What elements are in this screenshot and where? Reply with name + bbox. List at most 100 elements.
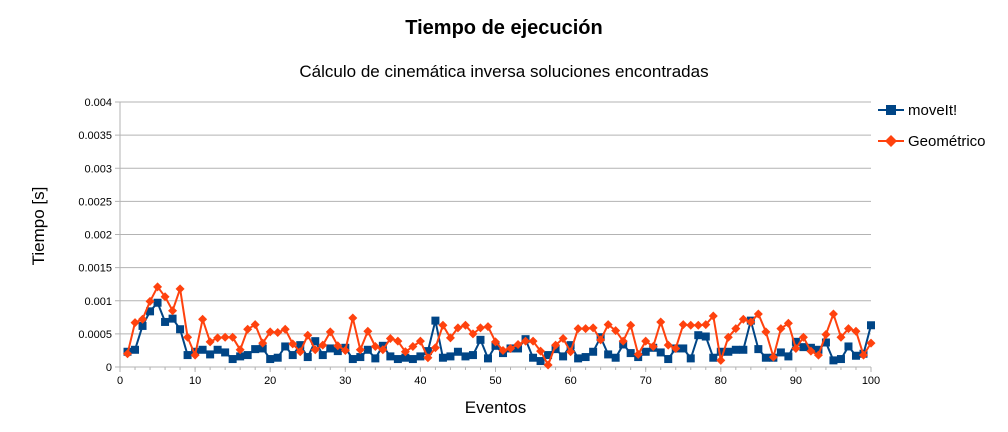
data-point-geometrico bbox=[746, 317, 756, 327]
data-point-geometrico bbox=[423, 353, 433, 363]
data-point-moveit bbox=[709, 353, 718, 362]
data-point-moveit bbox=[574, 354, 583, 363]
legend-swatch-geometrico bbox=[878, 135, 904, 147]
data-point-moveit bbox=[559, 352, 568, 361]
data-point-geometrico bbox=[858, 350, 868, 360]
data-point-moveit bbox=[844, 342, 853, 351]
x-tick-label: 70 bbox=[640, 375, 652, 387]
data-point-geometrico bbox=[528, 336, 538, 346]
data-point-moveit bbox=[273, 353, 282, 362]
data-point-geometrico bbox=[453, 323, 463, 333]
data-point-moveit bbox=[311, 337, 320, 346]
data-point-geometrico bbox=[303, 330, 313, 340]
data-point-moveit bbox=[371, 354, 380, 363]
y-tick-label: 0.002 bbox=[84, 230, 112, 242]
data-point-geometrico bbox=[761, 327, 771, 337]
data-point-moveit bbox=[453, 347, 462, 356]
data-point-geometrico bbox=[588, 323, 598, 333]
y-tick-label: 0.0015 bbox=[78, 263, 112, 275]
data-point-moveit bbox=[679, 344, 688, 353]
data-point-geometrico bbox=[378, 345, 388, 355]
x-tick-label: 30 bbox=[339, 375, 351, 387]
data-point-moveit bbox=[213, 345, 222, 354]
data-point-moveit bbox=[716, 347, 725, 356]
data-point-moveit bbox=[423, 347, 432, 356]
data-point-geometrico bbox=[836, 332, 846, 342]
data-point-geometrico bbox=[693, 320, 703, 330]
data-point-geometrico bbox=[656, 317, 666, 327]
data-point-moveit bbox=[363, 345, 372, 354]
y-tick-label: 0.004 bbox=[84, 97, 112, 109]
x-tick-label: 50 bbox=[489, 375, 501, 387]
data-point-moveit bbox=[739, 345, 748, 354]
legend: moveIt! Geométrico bbox=[878, 100, 986, 151]
data-point-geometrico bbox=[806, 346, 816, 356]
data-point-moveit bbox=[401, 353, 410, 362]
data-point-moveit bbox=[296, 341, 305, 350]
data-point-moveit bbox=[784, 352, 793, 361]
data-point-moveit bbox=[611, 353, 620, 362]
data-point-moveit bbox=[461, 352, 470, 361]
data-point-geometrico bbox=[648, 341, 658, 351]
data-point-moveit bbox=[318, 351, 327, 360]
data-point-geometrico bbox=[671, 343, 681, 353]
data-point-moveit bbox=[544, 351, 553, 360]
data-point-moveit bbox=[799, 343, 808, 352]
data-point-geometrico bbox=[851, 326, 861, 336]
data-point-geometrico bbox=[821, 330, 831, 340]
data-point-geometrico bbox=[678, 320, 688, 330]
data-point-geometrico bbox=[551, 340, 561, 350]
data-point-geometrico bbox=[123, 349, 133, 359]
data-point-moveit bbox=[724, 347, 733, 356]
data-point-geometrico bbox=[415, 336, 425, 346]
y-tick-label: 0.0005 bbox=[78, 329, 112, 341]
legend-swatch-moveit bbox=[878, 105, 904, 115]
legend-item-moveit: moveIt! bbox=[878, 100, 986, 120]
data-point-moveit bbox=[566, 341, 575, 350]
x-tick-label: 20 bbox=[264, 375, 276, 387]
data-point-geometrico bbox=[400, 347, 410, 357]
data-point-geometrico bbox=[250, 320, 260, 330]
data-point-geometrico bbox=[438, 320, 448, 330]
data-point-moveit bbox=[206, 350, 215, 359]
data-point-moveit bbox=[431, 316, 440, 325]
data-point-geometrico bbox=[716, 355, 726, 365]
data-point-moveit bbox=[641, 347, 650, 356]
data-point-geometrico bbox=[363, 326, 373, 336]
x-tick-label: 100 bbox=[862, 375, 880, 387]
data-point-geometrico bbox=[318, 340, 328, 350]
data-point-geometrico bbox=[280, 324, 290, 334]
data-point-moveit bbox=[791, 337, 800, 346]
data-point-geometrico bbox=[828, 309, 838, 319]
data-point-moveit bbox=[851, 351, 860, 360]
y-tick-label: 0.0035 bbox=[78, 130, 112, 142]
data-point-geometrico bbox=[273, 328, 283, 338]
data-point-geometrico bbox=[265, 327, 275, 337]
chart-title: Tiempo de ejecución bbox=[405, 17, 603, 39]
data-point-moveit bbox=[483, 354, 492, 363]
data-point-moveit bbox=[626, 349, 635, 358]
data-point-geometrico bbox=[566, 347, 576, 357]
data-point-moveit bbox=[333, 347, 342, 356]
data-point-moveit bbox=[251, 345, 260, 354]
x-tick-label: 60 bbox=[564, 375, 576, 387]
data-point-moveit bbox=[258, 344, 267, 353]
data-point-geometrico bbox=[573, 324, 583, 334]
data-point-moveit bbox=[236, 352, 245, 361]
data-point-moveit bbox=[281, 342, 290, 351]
data-point-moveit bbox=[867, 321, 875, 330]
data-point-moveit bbox=[303, 353, 312, 362]
data-point-moveit bbox=[761, 353, 770, 362]
data-point-geometrico bbox=[445, 333, 455, 343]
data-point-geometrico bbox=[611, 326, 621, 336]
data-point-moveit bbox=[814, 345, 823, 354]
data-point-moveit bbox=[686, 354, 695, 363]
data-point-moveit bbox=[529, 353, 538, 362]
data-point-moveit bbox=[288, 351, 297, 360]
data-point-moveit bbox=[356, 353, 365, 362]
data-point-geometrico bbox=[768, 352, 778, 362]
data-point-geometrico bbox=[175, 284, 185, 294]
data-point-geometrico bbox=[333, 341, 343, 351]
data-point-moveit bbox=[694, 331, 703, 340]
